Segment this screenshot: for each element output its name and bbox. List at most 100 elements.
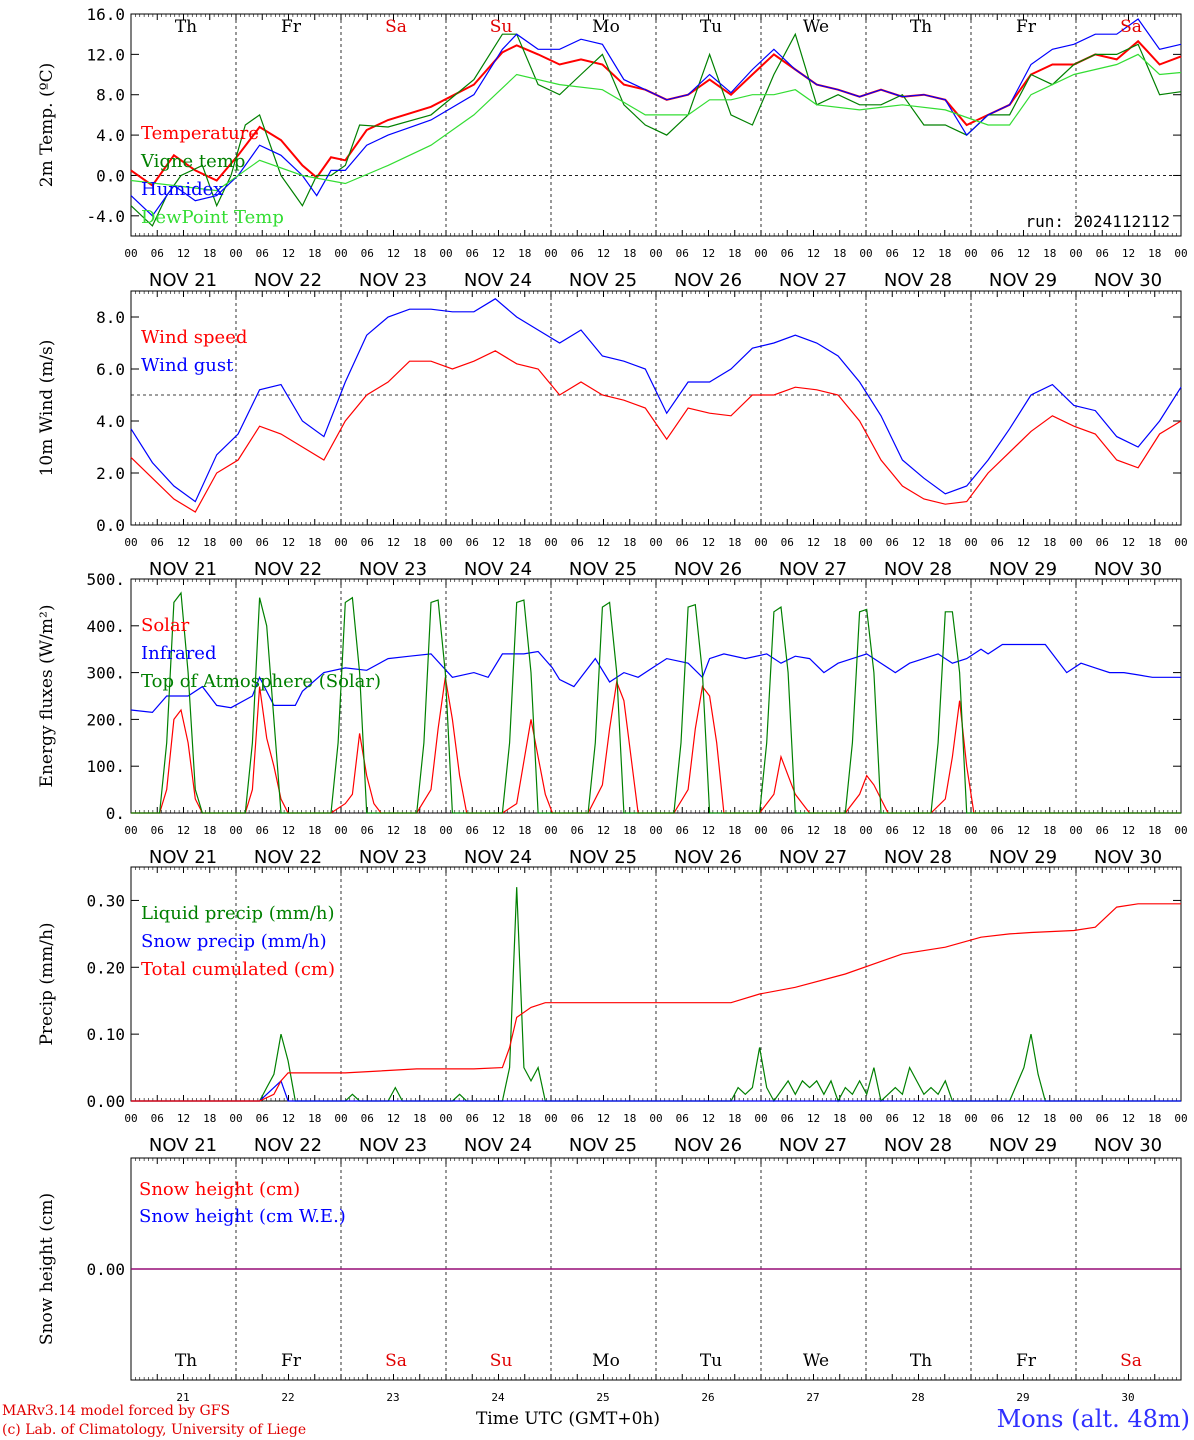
hour-label: 06: [781, 1112, 794, 1125]
hour-label: 06: [256, 536, 269, 549]
date-label: NOV 27: [779, 1135, 847, 1156]
hour-label: 18: [623, 824, 636, 837]
hour-label: 06: [571, 824, 584, 837]
hour-label: 18: [518, 824, 531, 837]
date-label: NOV 27: [779, 559, 847, 580]
y-tick-label: -4.0: [86, 207, 125, 226]
date-label: NOV 25: [569, 270, 637, 291]
hour-label: 00: [1174, 1112, 1187, 1125]
hour-label: 00: [754, 247, 767, 260]
hour-label: 06: [676, 1112, 689, 1125]
hour-label: 00: [229, 536, 242, 549]
hour-label: 12: [282, 824, 295, 837]
date-label: NOV 23: [359, 559, 427, 580]
hour-label: 12: [387, 1112, 400, 1125]
hour-label: 18: [623, 536, 636, 549]
hour-label: 00: [334, 1112, 347, 1125]
legend-entry: Snow height (cm): [139, 1179, 300, 1200]
legend-entry: DewPoint Temp: [141, 207, 284, 228]
hour-label: 18: [518, 1112, 531, 1125]
y-tick-label: 8.0: [96, 86, 125, 105]
date-label: NOV 22: [254, 847, 322, 868]
date-label: NOV 23: [359, 847, 427, 868]
hour-label: 12: [387, 536, 400, 549]
hour-label: 12: [177, 247, 190, 260]
hour-label: 06: [256, 247, 269, 260]
hour-label: 12: [597, 1112, 610, 1125]
hour-label: 06: [676, 536, 689, 549]
day-number-label: 21: [176, 1391, 189, 1404]
series-line-wind-speed: [130, 350, 1182, 513]
hour-label: 12: [912, 536, 925, 549]
legend-entry: Snow height (cm W.E.): [139, 1206, 346, 1227]
hour-label: 00: [859, 247, 872, 260]
day-of-week-label: Fr: [1016, 1351, 1037, 1371]
legend-entry: Temperature: [141, 123, 259, 144]
legend-entry: Total cumulated (cm): [141, 959, 335, 980]
date-label: NOV 28: [884, 559, 952, 580]
hour-label: 12: [1017, 536, 1030, 549]
y-tick-label: 0.00: [86, 1260, 125, 1279]
date-label: NOV 28: [884, 270, 952, 291]
hour-label: 12: [492, 247, 505, 260]
date-label: NOV 26: [674, 1135, 742, 1156]
date-label: NOV 28: [884, 847, 952, 868]
hour-label: 18: [308, 1112, 321, 1125]
hour-label: 00: [1069, 824, 1082, 837]
hour-label: 06: [466, 536, 479, 549]
hour-label: 06: [571, 247, 584, 260]
hour-label: 12: [177, 1112, 190, 1125]
hour-label: 00: [229, 824, 242, 837]
day-of-week-label: Th: [175, 17, 197, 37]
day-of-week-label: Tu: [700, 17, 722, 37]
hour-label: 18: [1043, 536, 1056, 549]
hour-label: 12: [597, 824, 610, 837]
date-label: NOV 22: [254, 559, 322, 580]
date-label: NOV 30: [1094, 1135, 1162, 1156]
date-label: NOV 27: [779, 270, 847, 291]
legend-entry: Solar: [141, 615, 190, 636]
day-number-label: 30: [1121, 1391, 1134, 1404]
hour-label: 12: [702, 247, 715, 260]
day-of-week-label: Sa: [1120, 17, 1142, 37]
day-number-label: 28: [911, 1391, 924, 1404]
hour-label: 00: [124, 1112, 137, 1125]
hour-label: 00: [649, 536, 662, 549]
y-tick-label: 0.30: [86, 891, 125, 910]
legend-entry: Liquid precip (mm/h): [141, 903, 335, 924]
hour-label: 18: [833, 536, 846, 549]
series-line-vigne-temp: [130, 32, 1182, 227]
hour-label: 06: [991, 247, 1004, 260]
day-of-week-label: Mo: [592, 1351, 620, 1371]
hour-label: 18: [938, 536, 951, 549]
hour-label: 12: [1122, 824, 1135, 837]
panel-wind: 0.0 2.0 4.0 6.0 8.0 10m Wind (m/s) Wind speed W…: [37, 290, 1188, 580]
hour-label: 18: [518, 536, 531, 549]
hour-label: 00: [544, 536, 557, 549]
hour-label: 12: [492, 536, 505, 549]
hour-label: 06: [1096, 824, 1109, 837]
hour-label: 06: [886, 1112, 899, 1125]
hour-label: 06: [1096, 536, 1109, 549]
hour-label: 00: [229, 247, 242, 260]
hour-label: 00: [964, 1112, 977, 1125]
hour-label: 18: [413, 824, 426, 837]
hour-label: 00: [124, 247, 137, 260]
hour-label: 06: [466, 247, 479, 260]
date-label: NOV 24: [464, 270, 532, 291]
hour-label: 00: [229, 1112, 242, 1125]
series-line-top-of-atmosphere-solar-: [131, 591, 1181, 814]
day-number-label: 25: [596, 1391, 609, 1404]
hour-label: 00: [1174, 247, 1187, 260]
hour-label: 12: [1017, 824, 1030, 837]
hour-label: 12: [1122, 536, 1135, 549]
hour-label: 18: [203, 1112, 216, 1125]
hour-label: 06: [151, 824, 164, 837]
hour-label: 18: [1148, 1112, 1161, 1125]
day-of-week-label: Fr: [281, 1351, 302, 1371]
hour-label: 18: [938, 247, 951, 260]
day-number-label: 23: [386, 1391, 399, 1404]
hour-label: 12: [1017, 1112, 1030, 1125]
hour-label: 06: [151, 247, 164, 260]
date-label: NOV 24: [464, 1135, 532, 1156]
